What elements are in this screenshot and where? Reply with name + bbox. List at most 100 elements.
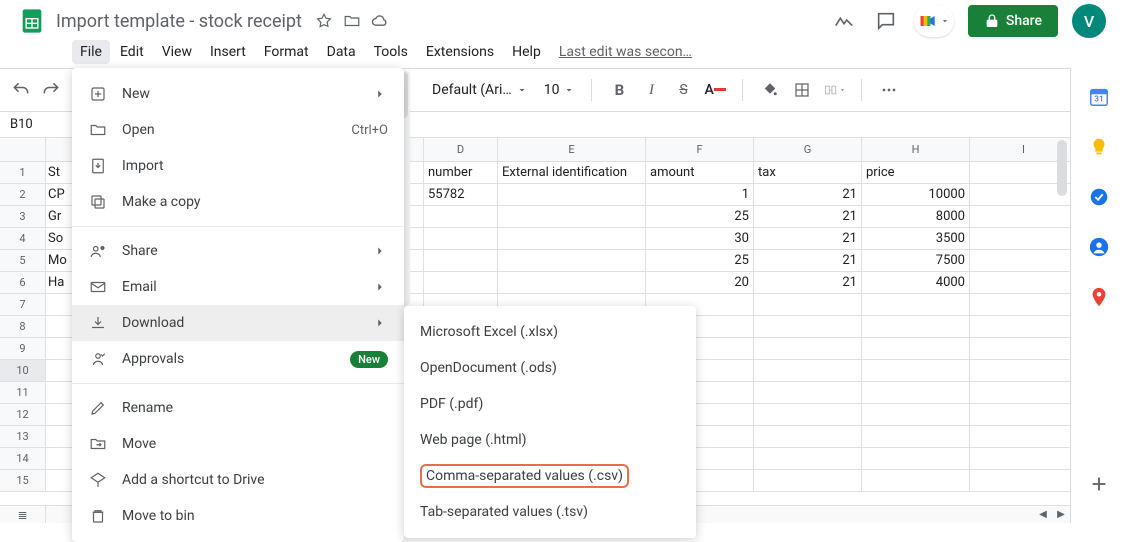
cell[interactable]: [862, 294, 970, 316]
download-pdf-pdf-[interactable]: PDF (.pdf): [404, 386, 696, 422]
cell[interactable]: 25: [646, 250, 754, 272]
cell[interactable]: tax: [754, 162, 862, 184]
file-menu-move[interactable]: Move: [72, 426, 404, 462]
cell[interactable]: 1: [646, 184, 754, 206]
maps-app-icon[interactable]: [1088, 286, 1110, 308]
cell[interactable]: [754, 448, 862, 470]
move-folder-icon[interactable]: [342, 11, 362, 31]
cell[interactable]: [862, 470, 970, 492]
file-menu-share[interactable]: Share: [72, 233, 404, 269]
download-opendocument-ods-[interactable]: OpenDocument (.ods): [404, 350, 696, 386]
menu-file[interactable]: File: [72, 40, 110, 64]
meet-button[interactable]: [914, 5, 954, 37]
vertical-scrollbar[interactable]: [1054, 140, 1070, 320]
add-addon-icon[interactable]: [1088, 473, 1110, 495]
text-color-icon[interactable]: A: [704, 79, 726, 101]
menu-format[interactable]: Format: [256, 40, 317, 64]
row-header-2[interactable]: 2: [0, 184, 46, 206]
avatar[interactable]: V: [1072, 4, 1106, 38]
cell[interactable]: [754, 360, 862, 382]
cell[interactable]: [754, 426, 862, 448]
sheet-tab-menu[interactable]: ≣: [0, 505, 46, 523]
cell[interactable]: [862, 426, 970, 448]
cell[interactable]: [498, 250, 646, 272]
col-header-H[interactable]: H: [862, 138, 970, 162]
file-menu-open[interactable]: OpenCtrl+O: [72, 112, 404, 148]
col-header-E[interactable]: E: [498, 138, 646, 162]
file-menu-add-a-shortcut-to-drive[interactable]: Add a shortcut to Drive: [72, 462, 404, 498]
file-menu-rename[interactable]: Rename: [72, 390, 404, 426]
cell[interactable]: [498, 206, 646, 228]
cell[interactable]: [862, 404, 970, 426]
cell[interactable]: 25: [646, 206, 754, 228]
strike-icon[interactable]: S: [672, 79, 694, 101]
cell[interactable]: 10000: [862, 184, 970, 206]
cell[interactable]: [424, 206, 498, 228]
row-header-6[interactable]: 6: [0, 272, 46, 294]
select-all-corner[interactable]: [0, 138, 46, 162]
cell[interactable]: [970, 404, 1078, 426]
calendar-app-icon[interactable]: 31: [1088, 86, 1110, 108]
name-box[interactable]: B10: [0, 117, 52, 132]
fill-color-icon[interactable]: [759, 79, 781, 101]
download-microsoft-excel-xlsx-[interactable]: Microsoft Excel (.xlsx): [404, 314, 696, 350]
col-header-F[interactable]: F: [646, 138, 754, 162]
file-menu-import[interactable]: Import: [72, 148, 404, 184]
row-header-9[interactable]: 9: [0, 338, 46, 360]
cell[interactable]: [970, 338, 1078, 360]
more-icon[interactable]: [878, 79, 900, 101]
share-button[interactable]: Share: [968, 5, 1058, 37]
menu-insert[interactable]: Insert: [202, 40, 254, 64]
cell[interactable]: 4000: [862, 272, 970, 294]
row-header-7[interactable]: 7: [0, 294, 46, 316]
undo-icon[interactable]: [10, 79, 32, 101]
font-select[interactable]: Default (Ari…: [432, 82, 528, 98]
cell[interactable]: [862, 382, 970, 404]
sheets-logo[interactable]: [12, 1, 52, 41]
row-header-1[interactable]: 1: [0, 162, 46, 184]
row-header-15[interactable]: 15: [0, 470, 46, 492]
cell[interactable]: [498, 272, 646, 294]
cell[interactable]: amount: [646, 162, 754, 184]
cell[interactable]: [970, 426, 1078, 448]
cell[interactable]: [424, 272, 498, 294]
row-header-4[interactable]: 4: [0, 228, 46, 250]
cell[interactable]: [970, 470, 1078, 492]
cell[interactable]: [970, 360, 1078, 382]
cloud-status-icon[interactable]: [370, 11, 390, 31]
col-header-D[interactable]: D: [424, 138, 498, 162]
cell[interactable]: price: [862, 162, 970, 184]
merge-icon[interactable]: [823, 79, 845, 101]
cell[interactable]: [754, 382, 862, 404]
cell[interactable]: 55782: [424, 184, 498, 206]
cell[interactable]: [754, 294, 862, 316]
row-header-11[interactable]: 11: [0, 382, 46, 404]
cell[interactable]: 21: [754, 206, 862, 228]
cell[interactable]: 21: [754, 250, 862, 272]
row-header-8[interactable]: 8: [0, 316, 46, 338]
cell[interactable]: 8000: [862, 206, 970, 228]
keep-app-icon[interactable]: [1088, 136, 1110, 158]
cell[interactable]: 3500: [862, 228, 970, 250]
cell[interactable]: [498, 184, 646, 206]
comment-icon[interactable]: [872, 7, 900, 35]
cell[interactable]: [862, 448, 970, 470]
download-comma-separated-values-csv-[interactable]: Comma-separated values (.csv): [404, 458, 696, 494]
cell[interactable]: [862, 338, 970, 360]
cell[interactable]: [754, 338, 862, 360]
cell[interactable]: 7500: [862, 250, 970, 272]
font-size-select[interactable]: 10: [544, 82, 576, 98]
row-header-13[interactable]: 13: [0, 426, 46, 448]
file-menu-email[interactable]: Email: [72, 269, 404, 305]
cell[interactable]: [754, 404, 862, 426]
last-edit-link[interactable]: Last edit was secon…: [559, 44, 692, 60]
cell[interactable]: [970, 382, 1078, 404]
cell[interactable]: 21: [754, 184, 862, 206]
row-header-3[interactable]: 3: [0, 206, 46, 228]
row-header-14[interactable]: 14: [0, 448, 46, 470]
cell[interactable]: [424, 250, 498, 272]
file-menu-new[interactable]: New: [72, 76, 404, 112]
cell[interactable]: [970, 448, 1078, 470]
menu-view[interactable]: View: [154, 40, 200, 64]
cell[interactable]: External identification: [498, 162, 646, 184]
